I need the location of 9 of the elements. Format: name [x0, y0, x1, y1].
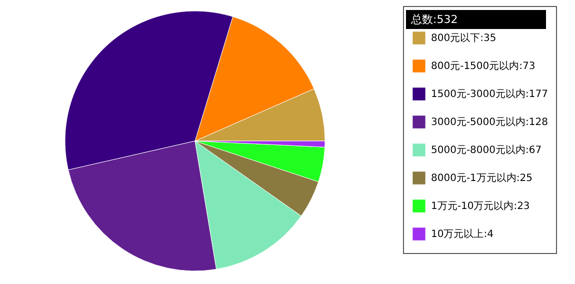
- legend-label: 10万元以上:4: [431, 228, 494, 240]
- legend-label: 5000元-8000元以内:67: [431, 144, 542, 156]
- legend-label: 8000元-1万元以内:25: [431, 172, 533, 184]
- legend-title: 总数:532: [410, 13, 458, 26]
- legend-label: 3000元-5000元以内:128: [431, 116, 548, 128]
- legend-label: 800元以下:35: [431, 32, 496, 44]
- legend-label: 1500元-3000元以内:177: [431, 88, 548, 100]
- legend-label: 1万元-10万元以内:23: [431, 200, 530, 212]
- legend-label: 800元-1500元以内:73: [431, 60, 536, 72]
